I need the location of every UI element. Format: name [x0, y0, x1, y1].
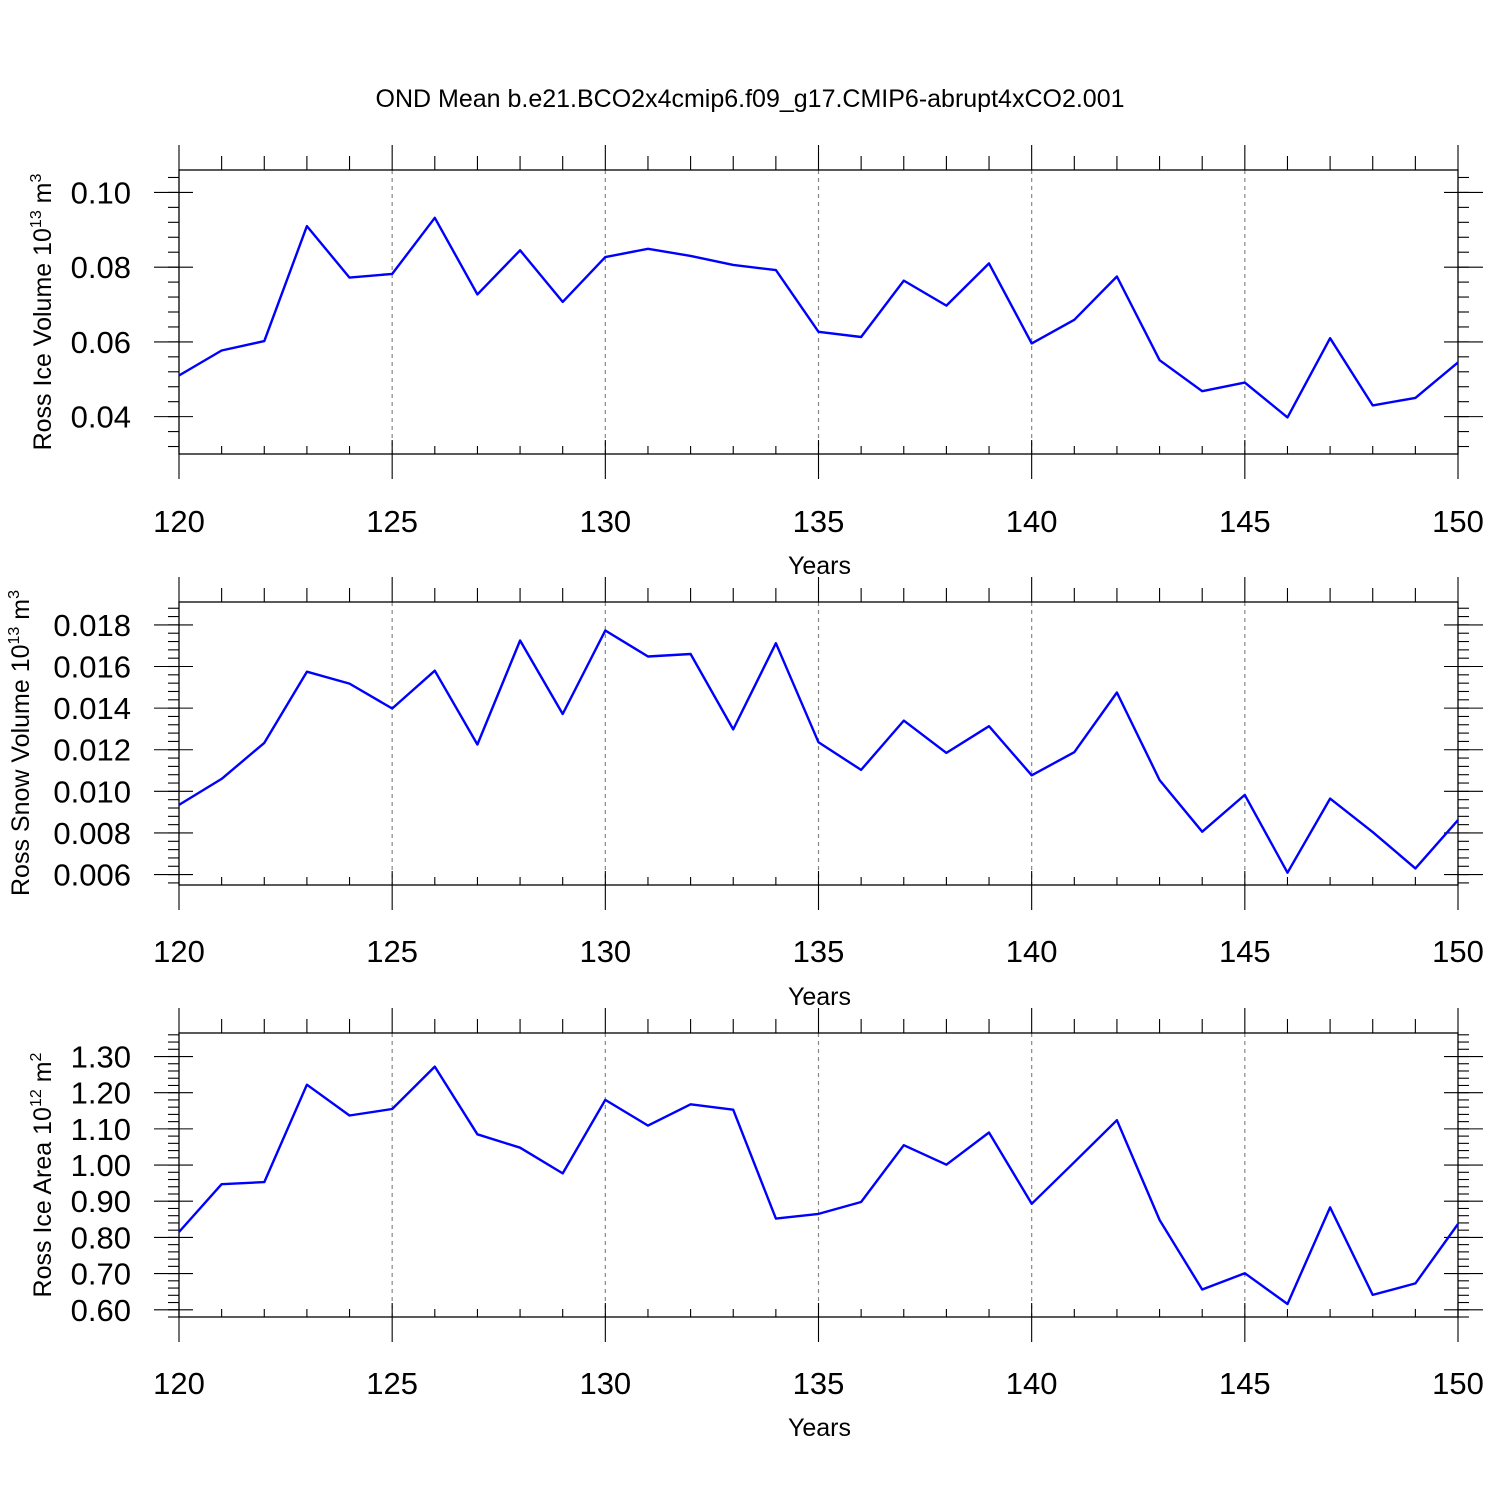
- x-axis-label: Years: [788, 983, 851, 1011]
- y-axis-label-unit: m: [7, 599, 35, 627]
- x-tick-label: 120: [153, 1366, 205, 1401]
- y-tick-label: 0.08: [71, 250, 131, 285]
- chart-panel-3: 120 125 130 135 140 145 150 Years 0.600.700.800.…: [28, 1008, 1484, 1442]
- y-axis-label-exponent: 12: [28, 1089, 45, 1107]
- x-axis-label: Years: [788, 1414, 851, 1442]
- y-axis-label-unit-power: 3: [28, 173, 45, 182]
- chart-panel-1: 120 125 130 135 140 145 150 Years 0.04 0.06 0.08 0.…: [28, 145, 1484, 580]
- y-tick-label: 1.20: [71, 1076, 131, 1111]
- x-axis-label: Years: [788, 552, 851, 580]
- y-tick-label: 0.70: [71, 1257, 131, 1292]
- y-tick-label: 0.60: [71, 1293, 131, 1328]
- y-tick-label: 0.008: [53, 816, 131, 851]
- y-axis-label: Ross Snow Volume 1013 m3: [6, 590, 35, 896]
- x-tick-label: 125: [366, 504, 418, 539]
- y-tick-label: 0.006: [53, 858, 131, 893]
- figure-title: OND Mean b.e21.BCO2x4cmip6.f09_g17.CMIP6…: [376, 85, 1125, 113]
- y-tick-label: 0.80: [71, 1220, 131, 1255]
- x-tick-label: 120: [153, 504, 205, 539]
- y-axis-label-unit: m: [29, 1061, 57, 1089]
- y-tick-label: 0.014: [53, 691, 131, 726]
- y-tick-label: 1.30: [71, 1040, 131, 1075]
- x-tick-label: 130: [579, 1366, 631, 1401]
- x-tick-label: 135: [793, 504, 845, 539]
- y-axis-label-exponent: 13: [6, 627, 23, 645]
- y-tick-label: 0.10: [71, 175, 131, 210]
- y-axis-label: Ross Ice Area 1012 m2: [28, 1052, 57, 1297]
- x-tick-label: 120: [153, 934, 205, 969]
- y-axis-label-text: Ross Ice Volume 10: [29, 228, 57, 450]
- y-tick-label: 0.90: [71, 1184, 131, 1219]
- x-tick-label: 125: [366, 934, 418, 969]
- y-axis-label-text: Ross Snow Volume 10: [7, 644, 35, 896]
- y-axis-label-unit: m: [29, 182, 57, 210]
- x-tick-label: 130: [579, 934, 631, 969]
- y-tick-label: 0.04: [71, 400, 131, 435]
- series-line-1: [178, 629, 1459, 874]
- x-tick-label: 125: [366, 1366, 418, 1401]
- y-axis-label: Ross Ice Volume 1013 m3: [28, 173, 57, 450]
- y-tick-label: 0.010: [53, 774, 131, 809]
- x-tick-label: 135: [793, 1366, 845, 1401]
- y-axis-label-unit-power: 2: [28, 1052, 45, 1061]
- x-tick-label: 150: [1432, 504, 1484, 539]
- y-axis-label-unit-power: 3: [6, 590, 23, 599]
- x-tick-label: 145: [1219, 504, 1271, 539]
- y-tick-label: 1.10: [71, 1112, 131, 1147]
- y-axis-label-text: Ross Ice Area 10: [29, 1107, 57, 1297]
- y-tick-label: 0.012: [53, 733, 131, 768]
- panels-group: 120 125 130 135 140 145 150 Years 0.04 0.06 0.08 0.…: [6, 145, 1484, 1442]
- x-tick-label: 140: [1006, 504, 1058, 539]
- x-tick-label: 150: [1432, 934, 1484, 969]
- x-tick-label: 140: [1006, 934, 1058, 969]
- x-tick-label: 145: [1219, 1366, 1271, 1401]
- y-tick-label: 0.016: [53, 650, 131, 685]
- x-tick-label: 135: [793, 934, 845, 969]
- series-line-1: [178, 216, 1459, 419]
- y-tick-label: 1.00: [71, 1148, 131, 1183]
- y-tick-label: 0.06: [71, 325, 131, 360]
- x-tick-label: 150: [1432, 1366, 1484, 1401]
- chart-panel-2: 120 125 130 135 140 145 150 Years 0.006 0.008 0.01…: [6, 577, 1484, 1011]
- x-tick-label: 140: [1006, 1366, 1058, 1401]
- x-tick-label: 145: [1219, 934, 1271, 969]
- series-line-1: [178, 1065, 1459, 1306]
- x-tick-label: 130: [579, 504, 631, 539]
- y-tick-label: 0.018: [53, 608, 131, 643]
- y-axis-label-exponent: 13: [28, 210, 45, 228]
